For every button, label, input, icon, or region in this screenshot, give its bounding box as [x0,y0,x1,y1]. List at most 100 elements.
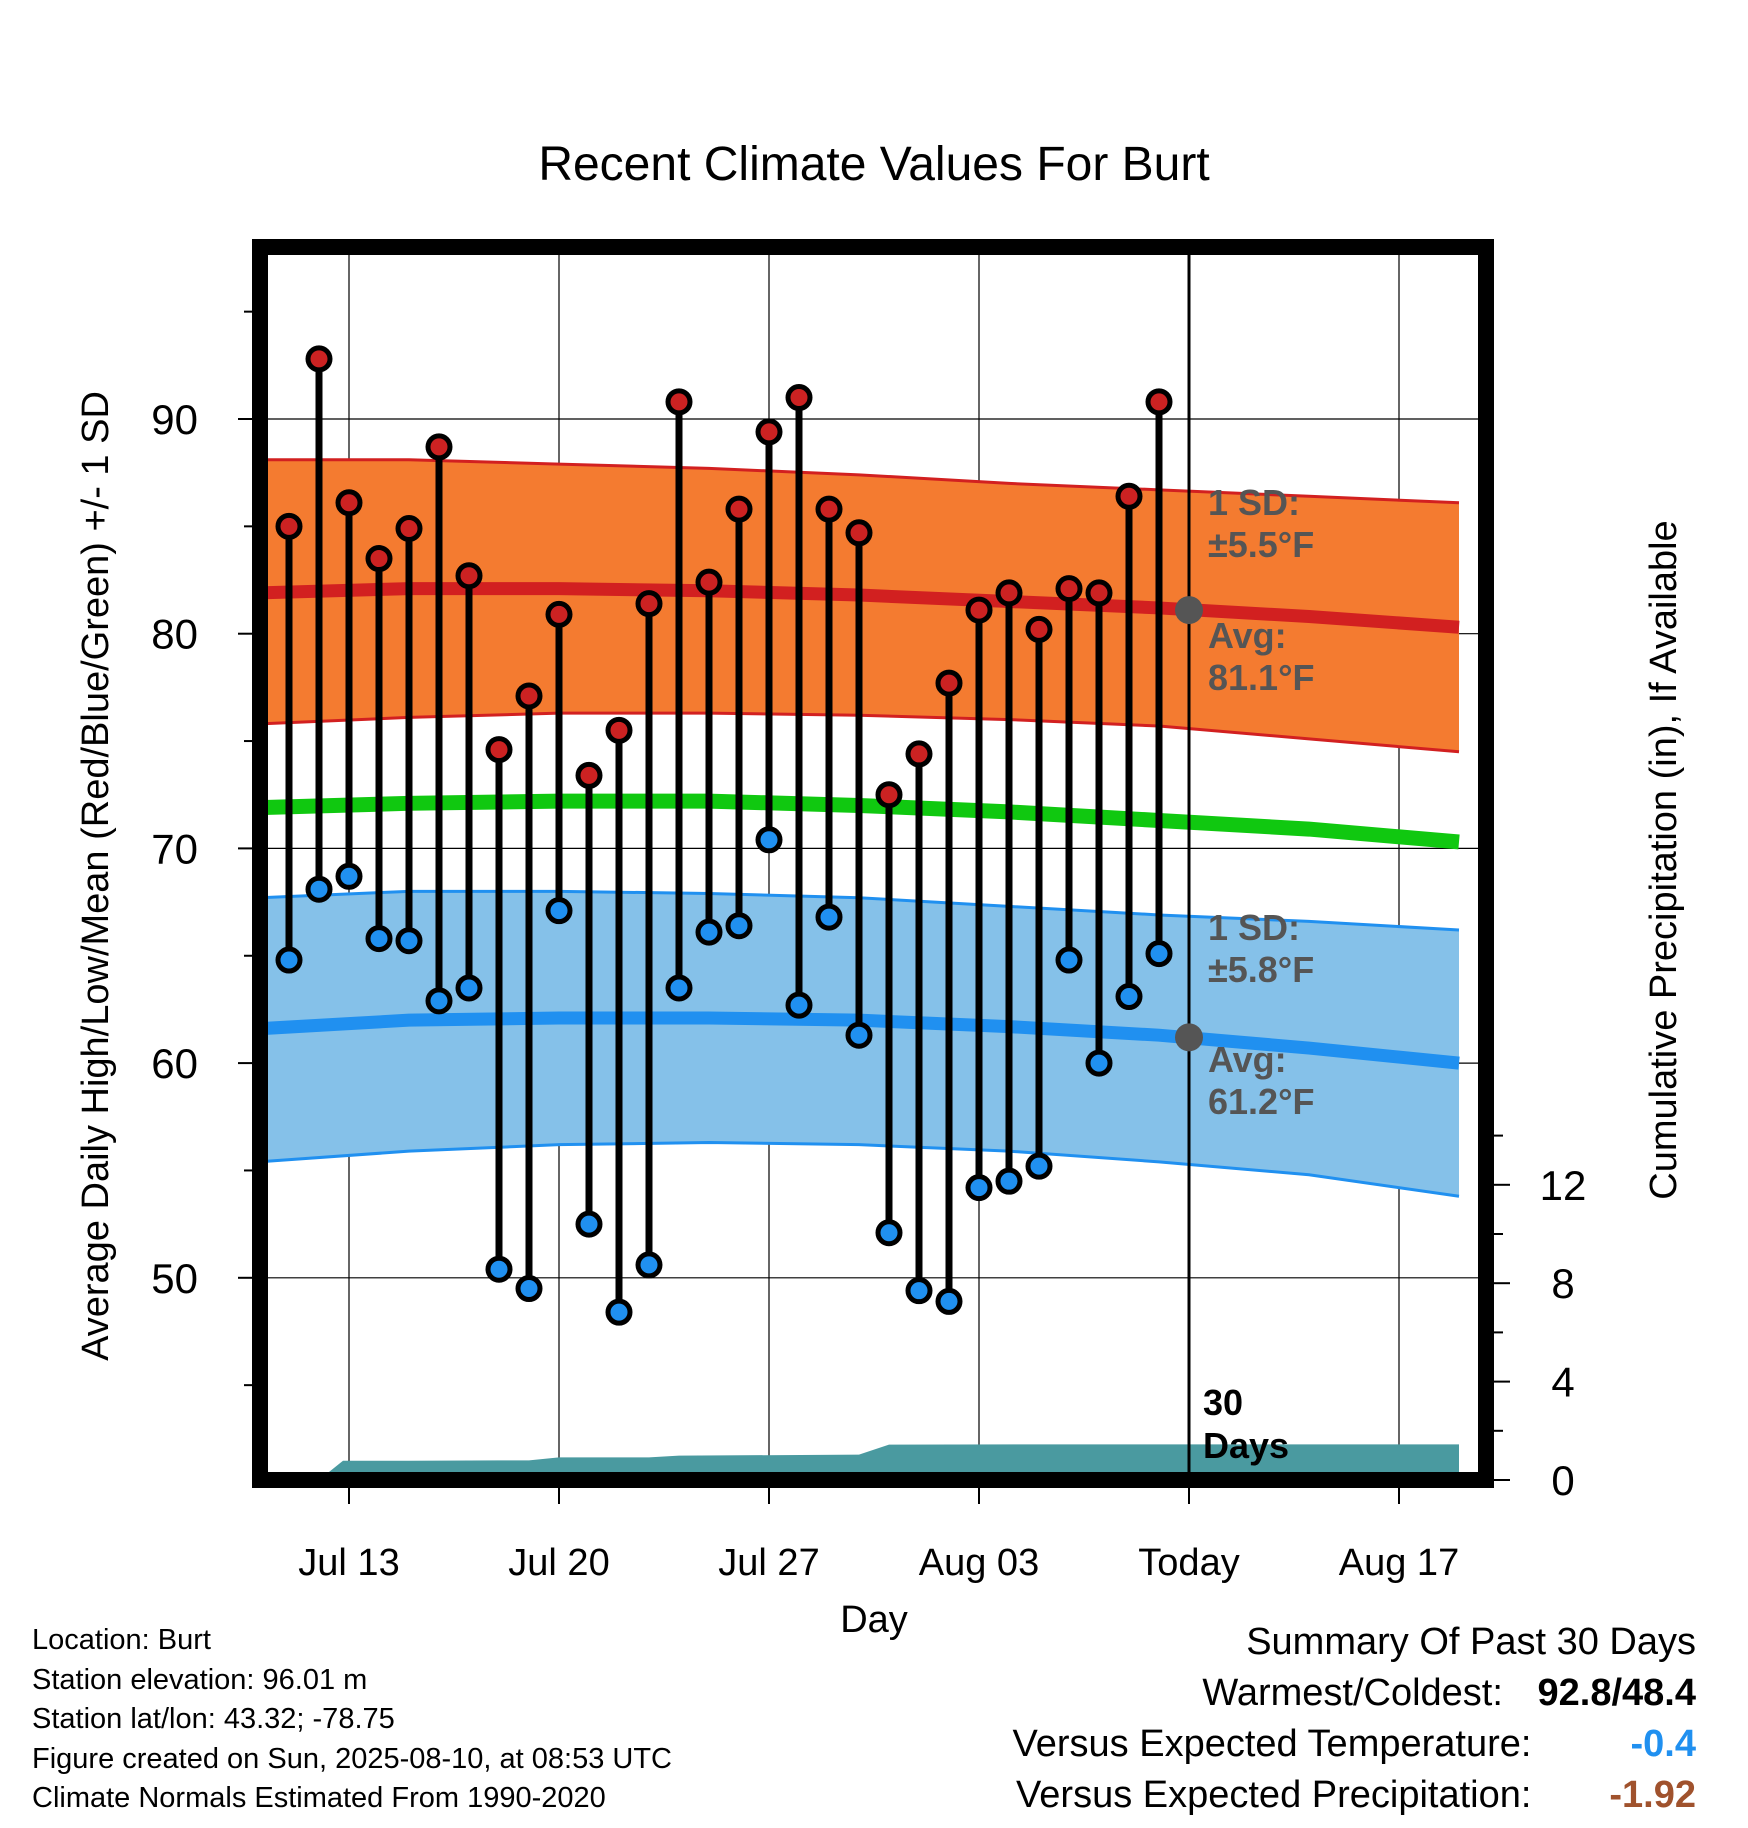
y-tick-label-left: 90 [151,396,198,443]
low-temp-point [1055,946,1083,974]
x-axis-label: Day [840,1599,908,1641]
high-temp-point [545,600,573,628]
warmest-value: 92.8 [1537,1672,1612,1714]
high-temp-point [1115,482,1143,510]
location-text: Location: Burt [32,1624,211,1656]
temp-departure-value: -0.4 [1630,1723,1696,1765]
high-temp-point [305,345,333,373]
today-low-avg-marker [1175,1023,1203,1052]
y-tick-label-right: 12 [1540,1162,1587,1209]
low-temp-point [305,875,333,903]
high-temp-point [935,669,963,697]
high-temp-point [1055,575,1083,603]
low-sd-value: ±5.8°F [1208,949,1314,990]
high-temp-point [275,512,303,540]
low-avg-value: 61.2°F [1208,1081,1314,1122]
high-temp-point [785,384,813,412]
high-temp-point [755,418,783,446]
low-temp-point [725,912,753,940]
summary-warm-cold-row: Warmest/Coldest: 92.8/48.4 [1013,1668,1696,1719]
y-tick-label-left: 80 [151,611,198,658]
high-temp-point [995,579,1023,607]
y-tick-label-left: 70 [151,825,198,872]
window-label-line1: 30 [1203,1382,1243,1423]
chart-title: Recent Climate Values For Burt [538,138,1209,191]
low-temp-point [395,927,423,955]
y-tick-label-right: 8 [1551,1260,1574,1307]
y-axis-label-left: Average Daily High/Low/Mean (Red/Blue/Gr… [75,391,117,1361]
high-temp-point [425,433,453,461]
precip-area [319,1444,1459,1480]
temp-departure-label: Versus Expected Temperature: [1012,1723,1532,1765]
low-temp-point [965,1174,993,1202]
latlon-text: Station lat/lon: 43.32; -78.75 [32,1703,395,1735]
summary-temp-row: Versus Expected Temperature: -0.4 [1013,1719,1696,1770]
low-temp-point [1115,983,1143,1011]
precip-departure-label: Versus Expected Precipitation: [1016,1774,1532,1816]
high-temp-point [1085,579,1113,607]
warm-cold-label: Warmest/Coldest: [1202,1672,1503,1714]
y-tick-label-right: 4 [1551,1359,1574,1406]
high-sd-label: 1 SD: [1208,482,1300,523]
normals-text: Climate Normals Estimated From 1990-2020 [32,1782,606,1814]
low-temp-point [425,987,453,1015]
high-temp-point [665,388,693,416]
high-avg-label: Avg: [1208,615,1287,656]
low-avg-label: Avg: [1208,1039,1287,1080]
low-sd-label: 1 SD: [1208,907,1300,948]
x-tick-label: Jul 20 [508,1542,609,1584]
high-temp-point [1025,615,1053,643]
x-tick-label: Aug 17 [1339,1542,1459,1584]
y-axis-label-right: Cumulative Precipitation (in), If Availa… [1643,520,1685,1199]
high-temp-point [335,489,363,517]
low-temp-point [365,925,393,953]
low-temp-point [1025,1152,1053,1180]
high-temp-point [905,740,933,768]
low-temp-point [515,1275,543,1303]
high-temp-point [695,568,723,596]
high-temp-point [725,495,753,523]
high-avg-value: 81.1°F [1208,657,1314,698]
today-high-avg-marker [1175,596,1203,625]
low-temp-point [785,991,813,1019]
summary-title: Summary Of Past 30 Days [1246,1621,1696,1663]
high-temp-point [485,736,513,764]
y-tick-label-left: 60 [151,1040,198,1087]
window-label-line2: Days [1203,1425,1289,1466]
high-temp-point [515,682,543,710]
high-temp-point [635,590,663,618]
warm-cold-value: 92.8/48.4 [1537,1672,1697,1714]
summary-panel: Summary Of Past 30 Days Warmest/Coldest:… [1013,1617,1696,1821]
low-temp-point [845,1021,873,1049]
high-temp-point [875,781,903,809]
low-temp-point [635,1251,663,1279]
y-tick-label-left: 50 [151,1255,198,1302]
low-temp-point [455,974,483,1002]
high-temp-point [1145,388,1173,416]
low-temp-point [1145,940,1173,968]
low-temp-point [1085,1049,1113,1077]
low-lower-line [260,1141,1460,1198]
precip-departure-value: -1.92 [1609,1774,1696,1816]
low-temp-point [755,826,783,854]
low-temp-point [605,1298,633,1326]
low-temp-point [275,946,303,974]
high-temp-point [365,545,393,573]
high-upper-line [260,458,1460,505]
coldest-value: 48.4 [1622,1672,1696,1714]
low-temp-point [905,1277,933,1305]
x-tick-label: Today [1138,1542,1239,1584]
low-temp-point [575,1210,603,1238]
high-temp-point [965,596,993,624]
summary-precip-row: Versus Expected Precipitation: -1.92 [1013,1770,1696,1821]
low-temp-point [995,1167,1023,1195]
high-sd-value: ±5.5°F [1208,524,1314,565]
low-temp-point [545,897,573,925]
station-info: Location: Burt Station elevation: 96.01 … [32,1621,672,1819]
high-temp-point [605,716,633,744]
low-temp-point [815,903,843,931]
plot-frame [252,239,1494,1488]
